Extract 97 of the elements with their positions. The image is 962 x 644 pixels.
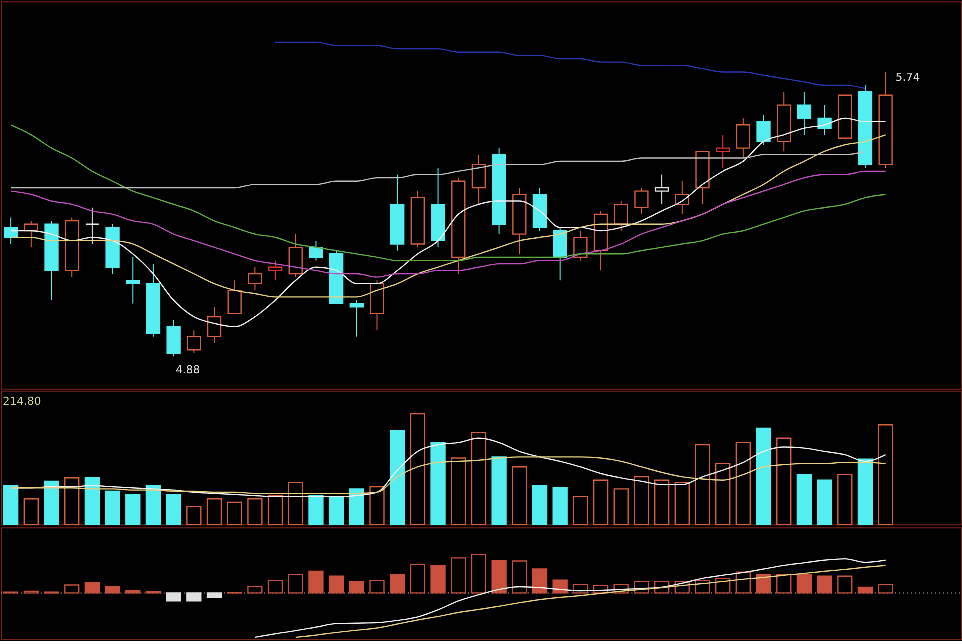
bar [64, 478, 80, 526]
bar [248, 586, 263, 594]
bar [492, 560, 507, 594]
bar [796, 574, 812, 594]
bar [776, 438, 792, 526]
bar [838, 576, 853, 594]
bar [349, 581, 364, 594]
bar [370, 486, 385, 526]
bar [512, 466, 528, 526]
text: 214.80 [2, 394, 42, 408]
bar [268, 495, 284, 526]
candlestick [654, 174, 670, 206]
bar [308, 495, 324, 526]
bar [695, 444, 710, 526]
bar [166, 592, 182, 602]
candlestick [4, 217, 18, 245]
bar [410, 564, 426, 594]
bar [796, 474, 812, 526]
bar [451, 458, 466, 526]
bar [512, 560, 528, 594]
bar [288, 482, 304, 526]
bar [105, 586, 120, 594]
bar [471, 432, 487, 526]
bar [3, 485, 19, 526]
bar [817, 576, 832, 594]
text: 4.88 [176, 364, 200, 377]
bar [878, 424, 894, 526]
bar [573, 496, 588, 526]
bar [146, 485, 162, 526]
bar [206, 498, 222, 526]
annotation: 5.74 [896, 71, 920, 84]
bar [186, 506, 202, 526]
bar [756, 428, 772, 526]
candlestick [756, 114, 771, 146]
candlestick [268, 260, 283, 282]
bar [614, 488, 629, 526]
candlestick [248, 266, 262, 292]
bar [430, 565, 446, 594]
bar [532, 568, 548, 594]
bar [471, 554, 487, 594]
bar [716, 463, 731, 526]
bar [593, 480, 609, 526]
candlestick [574, 230, 588, 262]
bar [716, 578, 731, 594]
bar [206, 592, 222, 598]
bar [390, 430, 406, 526]
candlestick [126, 256, 140, 304]
bar [451, 558, 466, 594]
candlestick [472, 154, 486, 206]
bar [756, 574, 772, 594]
candlestick [85, 207, 100, 245]
bar [44, 480, 60, 526]
bar [126, 590, 141, 594]
bar [858, 458, 874, 526]
bar [695, 580, 710, 594]
bar [84, 478, 100, 526]
bar [776, 574, 792, 594]
bar [84, 582, 100, 594]
candlestick [350, 300, 364, 338]
bar [492, 456, 507, 526]
bar [308, 570, 324, 594]
bar [838, 474, 853, 526]
candlestick [736, 118, 751, 159]
bar [878, 584, 894, 594]
bar [410, 413, 426, 526]
candlestick [309, 240, 324, 262]
bar [328, 497, 344, 526]
bar [288, 574, 304, 594]
bar [634, 476, 650, 526]
bar [186, 592, 202, 602]
bar [64, 584, 80, 594]
bar [674, 482, 690, 526]
bar [166, 494, 182, 526]
bar [736, 442, 752, 526]
bar [248, 498, 263, 526]
bar [370, 580, 385, 594]
candlestick [614, 200, 628, 232]
bar [532, 485, 548, 526]
bar [430, 442, 446, 526]
candlestick [228, 280, 242, 314]
bar [858, 586, 874, 594]
candlestick [716, 134, 730, 169]
bar [552, 488, 568, 526]
bar [24, 498, 39, 526]
bar [105, 490, 120, 526]
bar [817, 480, 832, 526]
bar [227, 502, 242, 526]
bar [328, 576, 344, 594]
candlestick [187, 330, 202, 354]
candlestick [797, 92, 812, 136]
bar [126, 494, 141, 526]
bar [349, 488, 364, 526]
bar [654, 480, 670, 526]
candlestick [634, 188, 649, 215]
bar [390, 574, 406, 594]
bar [268, 580, 284, 594]
candlestick [207, 306, 222, 344]
